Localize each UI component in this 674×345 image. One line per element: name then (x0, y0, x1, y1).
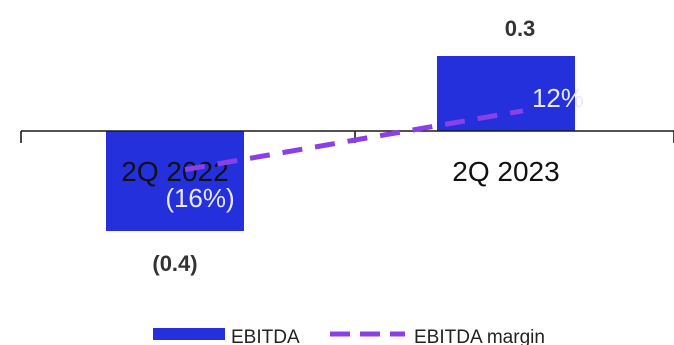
bars-layer (106, 56, 575, 231)
category-label-0: 2Q 2022 (121, 156, 228, 187)
legend-swatch-ebitda (153, 328, 225, 340)
margin-value-label-0: (16%) (165, 183, 234, 213)
bar-1 (437, 56, 575, 131)
bar-value-label-1: 0.3 (505, 16, 536, 41)
legend-label-margin: EBITDA margin (414, 327, 545, 345)
bar-0 (106, 131, 244, 231)
margin-value-label-1: 12% (532, 83, 584, 113)
bar-value-label-0: (0.4) (152, 251, 197, 276)
margin-line-layer (184, 108, 524, 173)
legend: EBITDA EBITDA margin (153, 327, 545, 345)
value-labels-layer: (0.4) 0.3 (16%) 12% (152, 16, 584, 276)
category-labels-layer: 2Q 2022 2Q 2023 (121, 156, 559, 187)
category-label-1: 2Q 2023 (452, 156, 559, 187)
margin-line (184, 108, 524, 173)
legend-label-ebitda: EBITDA (231, 327, 300, 345)
